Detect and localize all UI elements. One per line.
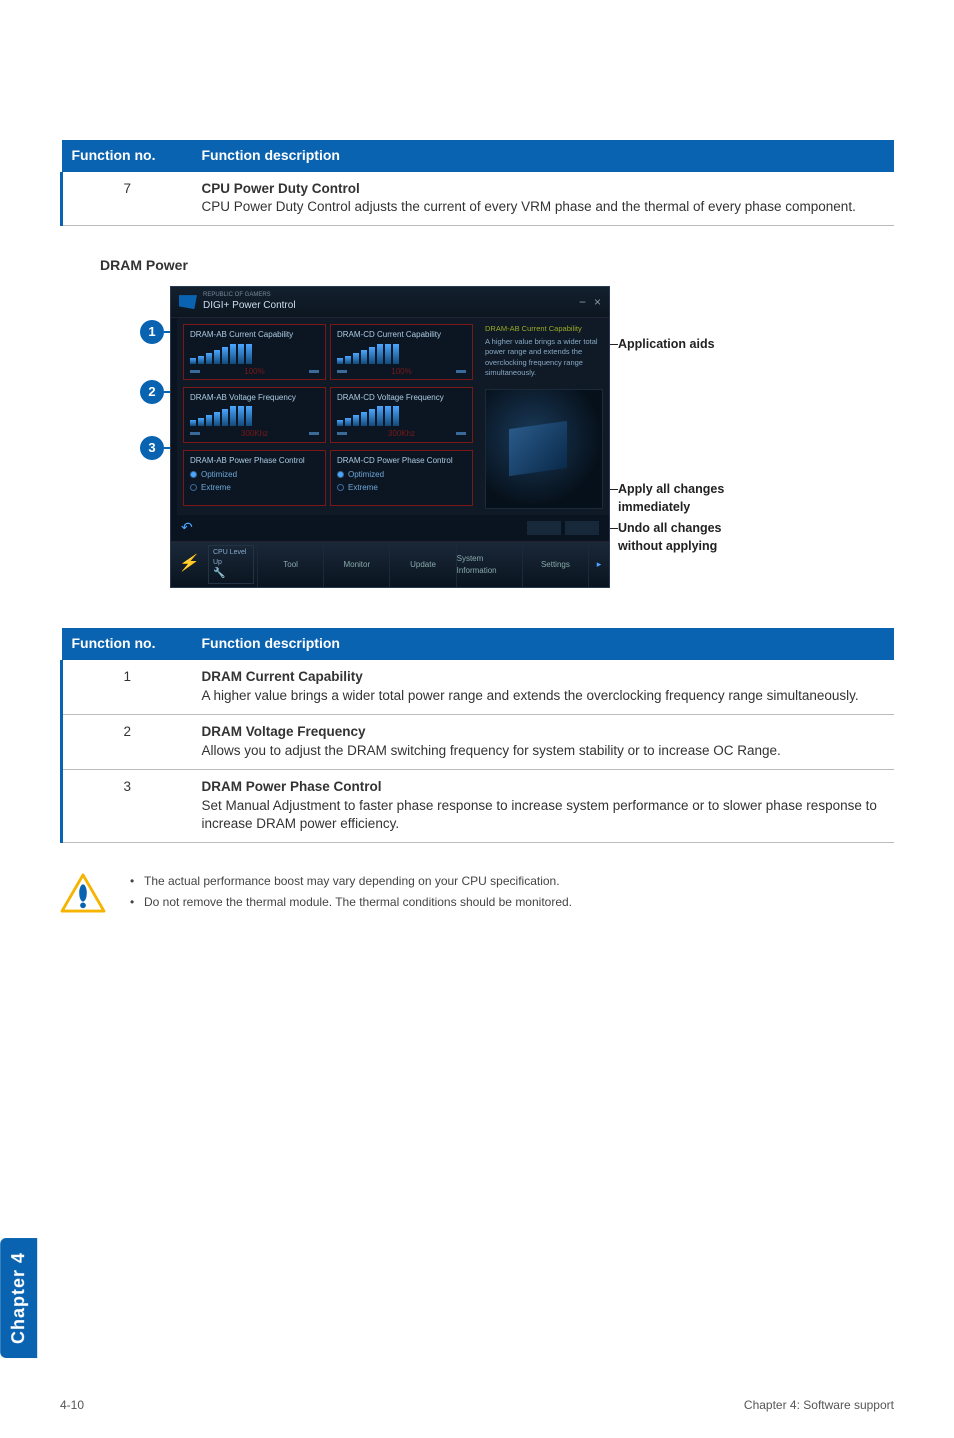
bottom-toolbar: ⚡ CPU Level Up 🔧 Tool Monitor Update Sys… [171,541,609,588]
panel-label: DRAM-CD Power Phase Control [337,455,466,466]
panel-dram-ab-voltage[interactable]: DRAM-AB Voltage Frequency 300Khz [183,387,326,443]
apply-button[interactable] [527,521,561,535]
cell-desc: CPU Power Duty Control CPU Power Duty Co… [192,172,895,226]
col-header-desc: Function description [192,628,895,660]
radio-extreme[interactable]: Extreme [190,482,319,493]
cell-body: CPU Power Duty Control adjusts the curre… [202,199,856,214]
callout-1: 1 [140,320,164,344]
table-row: 3 DRAM Power Phase Control Set Manual Ad… [62,769,895,843]
page-number: 4-10 [60,1397,84,1414]
plus-icon[interactable] [456,432,466,435]
cell-body: A higher value brings a wider total powe… [202,688,859,703]
close-icon[interactable]: × [594,294,601,311]
panel-dram-cd-current[interactable]: DRAM-CD Current Capability 100% [330,324,473,380]
play-icon[interactable]: ▸ [589,542,609,588]
rog-logo-icon: ⚡ [171,542,205,588]
cell-no: 7 [62,172,192,226]
function-table-1: Function no. Function description 7 CPU … [60,140,894,226]
function-table-2: Function no. Function description 1 DRAM… [60,628,894,843]
cell-no: 2 [62,714,192,769]
panel-value: 300Khz [241,428,268,439]
panel-value: 300Khz [388,428,415,439]
tab-system-info[interactable]: System Information [456,542,522,588]
radio-extreme[interactable]: Extreme [337,482,466,493]
cell-title: DRAM Current Capability [202,669,363,684]
tab-update[interactable]: Update [389,542,455,588]
panel-dram-cd-voltage[interactable]: DRAM-CD Voltage Frequency 300Khz [330,387,473,443]
apply-button[interactable] [565,521,599,535]
digi-power-window: REPUBLIC OF GAMERS DIGI+ Power Control −… [170,286,610,588]
footer-title: Chapter 4: Software support [744,1397,894,1414]
minus-icon[interactable] [337,370,347,373]
illustration [485,389,603,509]
chapter-tab: Chapter 4 [0,1238,37,1358]
action-bar: ↶ [171,515,609,541]
col-header-no: Function no. [62,628,192,660]
titlebar: REPUBLIC OF GAMERS DIGI+ Power Control −… [171,287,609,318]
caution-icon [60,873,106,913]
cell-title: DRAM Power Phase Control [202,779,382,794]
minus-icon[interactable] [190,370,200,373]
minimize-icon[interactable]: − [579,294,586,311]
hint-body: A higher value brings a wider total powe… [485,337,603,379]
cell-no: 1 [62,660,192,714]
table-row: 7 CPU Power Duty Control CPU Power Duty … [62,172,895,226]
radio-optimized[interactable]: Optimized [337,469,466,480]
tab-settings[interactable]: Settings [522,542,589,588]
label-apply: Apply all changes immediately [618,481,768,516]
undo-icon[interactable]: ↶ [181,518,193,538]
page-footer: 4-10 Chapter 4: Software support [60,1397,894,1414]
panel-label: DRAM-AB Power Phase Control [190,455,319,466]
panel-value: 100% [244,366,264,377]
cell-desc: DRAM Current Capability A higher value b… [192,660,895,714]
plus-icon[interactable] [309,370,319,373]
cell-body: Set Manual Adjustment to faster phase re… [202,798,877,832]
panel-value: 100% [391,366,411,377]
brand-small: REPUBLIC OF GAMERS [203,291,296,299]
cell-no: 3 [62,769,192,843]
label-undo: Undo all changes without applying [618,520,768,555]
plus-icon[interactable] [456,370,466,373]
panel-dram-cd-phase[interactable]: DRAM-CD Power Phase Control Optimized Ex… [330,450,473,506]
col-header-desc: Function description [192,140,895,172]
minus-icon[interactable] [337,432,347,435]
callout-2: 2 [140,380,164,404]
caution-note: The actual performance boost may vary de… [60,873,894,915]
callout-3: 3 [140,436,164,460]
table-row: 2 DRAM Voltage Frequency Allows you to a… [62,714,895,769]
col-header-no: Function no. [62,140,192,172]
tab-tool[interactable]: Tool [257,542,323,588]
rog-badge-icon [179,295,197,309]
cell-title: CPU Power Duty Control [202,181,360,196]
note-item: Do not remove the thermal module. The th… [126,894,572,911]
minus-icon[interactable] [190,432,200,435]
panel-dram-ab-current[interactable]: DRAM-AB Current Capability 100% [183,324,326,380]
plus-icon[interactable] [309,432,319,435]
cell-title: DRAM Voltage Frequency [202,724,366,739]
panel-dram-ab-phase[interactable]: DRAM-AB Power Phase Control Optimized Ex… [183,450,326,506]
panel-label: DRAM-AB Current Capability [190,329,319,340]
hint-pane: DRAM-AB Current Capability A higher valu… [479,318,609,515]
cell-desc: DRAM Voltage Frequency Allows you to adj… [192,714,895,769]
cpu-level-up[interactable]: CPU Level Up 🔧 [208,545,254,585]
panel-label: DRAM-CD Voltage Frequency [337,392,466,403]
window-title: DIGI+ Power Control [203,299,296,313]
panel-label: DRAM-CD Current Capability [337,329,466,340]
dram-power-heading: DRAM Power [100,256,894,276]
hint-title: DRAM-AB Current Capability [485,324,603,335]
label-application-aids: Application aids [618,336,768,354]
panel-label: DRAM-AB Voltage Frequency [190,392,319,403]
cell-body: Allows you to adjust the DRAM switching … [202,743,781,758]
tab-monitor[interactable]: Monitor [323,542,389,588]
table-row: 1 DRAM Current Capability A higher value… [62,660,895,714]
note-item: The actual performance boost may vary de… [126,873,572,890]
screenshot-figure: 1 2 3 REPUBLIC OF GAMERS DIGI+ Power Con… [140,286,894,588]
radio-optimized[interactable]: Optimized [190,469,319,480]
cell-desc: DRAM Power Phase Control Set Manual Adju… [192,769,895,843]
